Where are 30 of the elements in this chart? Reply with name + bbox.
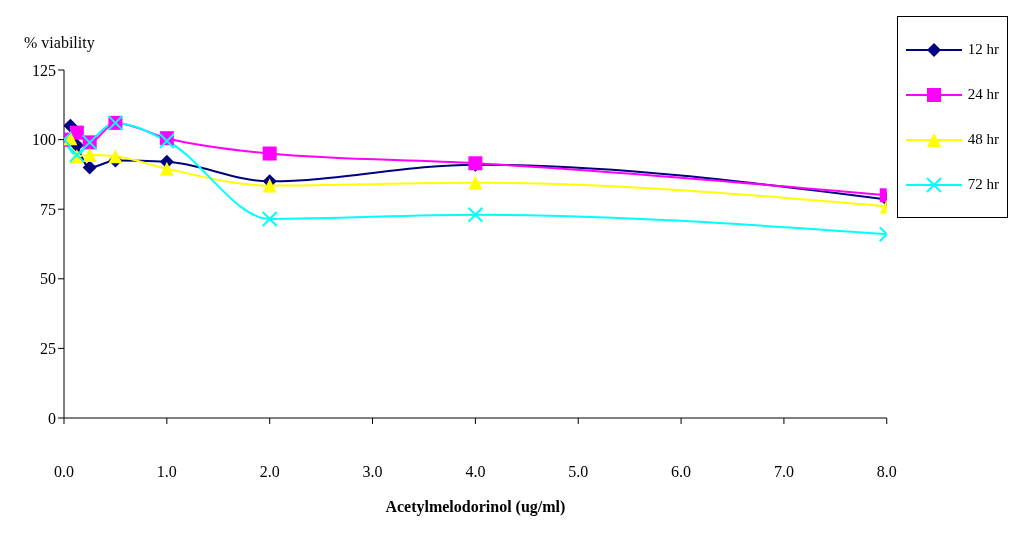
x-tick-label: 5.0	[568, 463, 589, 481]
point	[108, 149, 123, 164]
x-tick-label: 8.0	[876, 463, 897, 481]
point	[82, 160, 97, 175]
legend-label: 48 hr	[967, 131, 999, 148]
point	[159, 161, 174, 176]
x-tick-label: 0.0	[54, 463, 74, 481]
y-tick-label: 0	[48, 409, 56, 427]
x-tick-label: 4.0	[465, 463, 486, 481]
point	[261, 210, 278, 227]
y-tick-label: 25	[40, 340, 56, 358]
legend-label: 72 hr	[967, 176, 999, 193]
y-tick-label: 125	[32, 61, 56, 79]
point	[262, 146, 277, 161]
y-tick-label: 75	[40, 200, 56, 218]
y-axis-title: % viability	[24, 34, 95, 52]
legend-label: 12 hr	[967, 41, 999, 58]
point	[468, 175, 483, 190]
legend-label: 24 hr	[967, 86, 999, 103]
x-tick-label: 3.0	[362, 463, 383, 481]
x-tick-label: 6.0	[671, 463, 692, 481]
x-tick-label: 7.0	[773, 463, 794, 481]
x-tick-label: 2.0	[259, 463, 280, 481]
point	[82, 147, 97, 162]
x-tick-label: 1.0	[156, 463, 177, 481]
x-axis-title: Acetylmelodorinol (ug/ml)	[385, 498, 566, 516]
y-tick-label: 50	[40, 270, 56, 288]
y-tick-label: 100	[32, 131, 56, 149]
point	[467, 206, 484, 223]
point	[262, 178, 277, 193]
